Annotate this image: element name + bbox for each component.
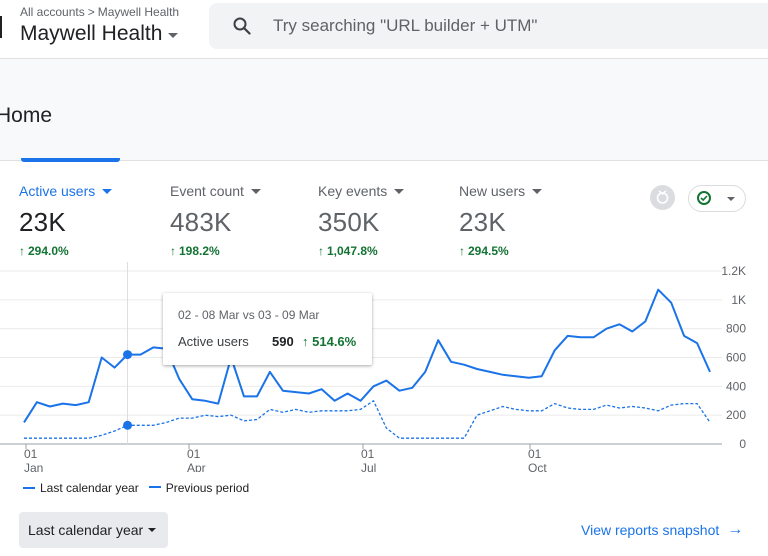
top-header: All accounts > Maywell Health Maywell Heal…	[0, 0, 768, 58]
metric-change: ↑ 198.2%	[170, 244, 220, 258]
hover-point	[123, 420, 133, 430]
metric-new-users[interactable]: New users 23K ↑ 294.5%	[459, 183, 543, 258]
property-divider	[0, 16, 2, 38]
tooltip-change: ↑ 514.6%	[302, 334, 357, 349]
caret-down-icon	[168, 33, 179, 38]
y-tick-label: 1K	[731, 293, 746, 307]
dropdown-icon	[532, 188, 543, 194]
insights-glyph-icon	[656, 190, 669, 204]
breadcrumb[interactable]: All accounts > Maywell Health	[20, 5, 179, 19]
arrow-up-icon: ↑	[459, 244, 465, 258]
page-header-area	[0, 58, 768, 161]
breadcrumb-accounts[interactable]: All accounts	[20, 5, 85, 19]
metric-active-users[interactable]: Active users 23K ↑ 294.0%	[19, 183, 113, 258]
chart-legend: Last calendar year Previous period	[23, 481, 249, 495]
x-tick-month: Apr	[187, 461, 206, 472]
metric-key-events[interactable]: Key events 350K ↑ 1,047.8%	[318, 183, 405, 258]
metric-value: 23K	[459, 207, 506, 237]
arrow-up-icon: ↑	[318, 244, 324, 258]
legend-previous: Previous period	[165, 481, 250, 495]
metric-change: ↑ 1,047.8%	[318, 244, 378, 258]
y-tick-label: 600	[726, 351, 746, 365]
x-tick-month: Oct	[528, 461, 547, 472]
data-quality-button[interactable]	[688, 185, 746, 212]
date-range-label: Last calendar year	[28, 522, 144, 538]
dropdown-icon	[394, 188, 405, 194]
dropdown-icon	[102, 188, 113, 194]
date-range-dropdown[interactable]: Last calendar year	[19, 512, 168, 548]
metric-event-count[interactable]: Event count 483K ↑ 198.2%	[170, 183, 261, 258]
y-tick-label: 800	[726, 322, 746, 336]
active-tab-indicator	[21, 158, 120, 162]
breadcrumb-separator: >	[87, 5, 95, 19]
search-bar[interactable]	[209, 3, 768, 49]
metric-value: 483K	[170, 207, 232, 237]
chevron-down-icon	[727, 197, 735, 201]
y-tick-label: 200	[726, 408, 746, 422]
metric-label[interactable]: Key events	[318, 183, 405, 199]
y-tick-label: 1.2K	[721, 264, 746, 278]
arrow-up-icon: ↑	[19, 244, 25, 258]
tooltip-title: 02 - 08 Mar vs 03 - 09 Mar	[178, 308, 320, 322]
view-reports-snapshot-link[interactable]: View reports snapshot →	[581, 521, 744, 538]
search-input[interactable]	[271, 15, 675, 37]
metric-change: ↑ 294.0%	[19, 244, 69, 258]
check-circle-icon	[697, 191, 711, 205]
breadcrumb-property[interactable]: Maywell Health	[97, 5, 180, 19]
x-tick-day: 01	[361, 447, 375, 461]
metric-value: 23K	[19, 207, 66, 237]
y-tick-label: 400	[726, 379, 746, 393]
x-tick-month: Jul	[361, 461, 376, 472]
property-selector[interactable]: Maywell Health	[20, 22, 179, 46]
legend-solid-swatch	[23, 487, 35, 489]
x-tick-day: 01	[187, 447, 201, 461]
hover-point	[123, 350, 133, 360]
series-line-previous	[24, 400, 711, 439]
legend-dashed-swatch	[148, 486, 161, 490]
page-title: Home	[0, 104, 53, 127]
y-tick-label: 0	[739, 437, 746, 451]
x-tick-day: 01	[24, 447, 38, 461]
dropdown-caret-icon	[148, 528, 156, 532]
x-tick-month: Jan	[24, 461, 43, 472]
x-tick-day: 01	[528, 447, 542, 461]
legend-current: Last calendar year	[40, 481, 139, 495]
dropdown-icon	[250, 188, 261, 194]
check-mark-icon	[700, 195, 708, 202]
chart-tooltip: 02 - 08 Mar vs 03 - 09 Mar Active users …	[163, 293, 372, 365]
metric-label[interactable]: Event count	[170, 183, 261, 199]
metric-label[interactable]: Active users	[19, 183, 113, 199]
metric-change: ↑ 294.5%	[459, 244, 509, 258]
metric-label[interactable]: New users	[459, 183, 543, 199]
series-line-current	[23, 288, 711, 423]
tooltip-metric: Active users	[178, 334, 249, 349]
metric-value: 350K	[318, 207, 380, 237]
tooltip-value: 590	[272, 334, 294, 349]
insights-icon[interactable]	[650, 185, 675, 210]
property-name: Maywell Health	[20, 22, 163, 45]
arrow-up-icon: ↑	[170, 244, 176, 258]
search-icon	[233, 17, 251, 35]
arrow-right-icon: →	[727, 521, 744, 538]
